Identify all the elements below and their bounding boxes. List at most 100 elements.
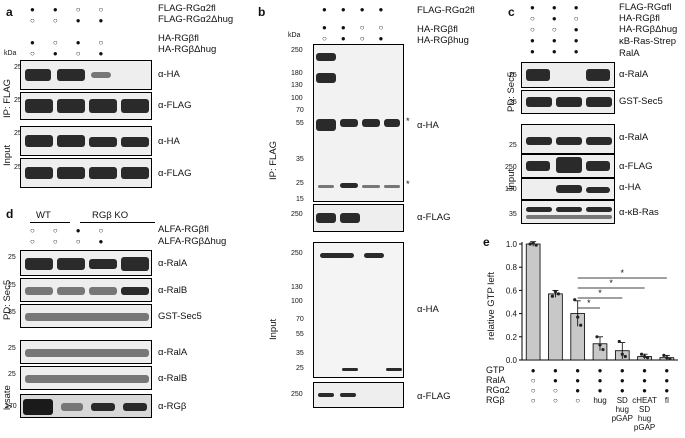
header-label: HA-RGβΔhug	[619, 24, 678, 35]
dot: ○	[98, 38, 104, 47]
condition-cell: ●	[664, 386, 669, 395]
blot-label: α-RalB	[158, 285, 188, 296]
mw-label: 35	[509, 99, 517, 106]
dot: ○	[322, 34, 327, 43]
blot	[20, 250, 152, 276]
significance-mark: *	[587, 298, 591, 308]
mw-label: 170	[5, 403, 17, 410]
data-point	[556, 292, 561, 296]
blot-label: α-RalB	[158, 373, 188, 384]
header-label: ALFA-RGβfl	[158, 224, 209, 235]
blot	[521, 178, 615, 200]
condition-cell: ●	[642, 386, 647, 395]
data-point	[665, 356, 669, 360]
dot: ●	[98, 237, 104, 246]
blot	[20, 60, 152, 90]
blot-label: α-RalA	[619, 132, 649, 143]
section-label: Input	[2, 144, 13, 166]
condition-cell: ●	[553, 376, 558, 385]
dot: ●	[340, 5, 346, 14]
condition-label: GTP	[486, 365, 505, 375]
dot: ●	[551, 3, 557, 12]
y-axis-label: relative GTP left	[486, 272, 497, 340]
panel-c-dots: ● ● ● ○ ● ○ ○ ○ ● ● ● ● ● ● ●	[530, 4, 579, 56]
blot-label: α-κB-Ras	[619, 207, 659, 218]
data-point	[617, 339, 621, 344]
dot: ●	[75, 226, 81, 235]
condition-cell: SD	[639, 405, 650, 414]
blot-label: GST-Sec5	[619, 96, 663, 107]
condition-cell: ●	[598, 386, 603, 395]
mw-label: 250	[14, 164, 26, 171]
blot	[313, 382, 404, 408]
condition-cell: ○	[531, 376, 536, 385]
blot	[521, 124, 615, 154]
mw-label: 25	[8, 254, 16, 261]
mw-label: 250	[291, 391, 303, 398]
condition-cell: ●	[575, 366, 580, 375]
dot: ●	[378, 34, 384, 43]
bar	[525, 243, 541, 361]
blot	[313, 242, 404, 378]
dot: ●	[52, 5, 58, 14]
panel-b-letter: b	[258, 5, 266, 19]
data-point	[620, 352, 624, 356]
condition-cell: ●	[642, 376, 647, 385]
header-label: FLAG-RGα2fl	[417, 5, 475, 16]
dot: ○	[30, 49, 35, 58]
section-label: Input	[268, 318, 279, 340]
dot: ○	[75, 49, 81, 58]
dot: ○	[378, 23, 384, 32]
header-label: FLAG-RGα2Δhug	[158, 14, 234, 25]
condition-cell: ○	[553, 386, 558, 395]
blot-label: α-RalA	[158, 347, 188, 358]
mw-label: 250	[291, 47, 303, 54]
data-point	[534, 243, 538, 247]
data-point	[573, 298, 577, 302]
panel-d-dots: ○ ○ ● ○ ○ ○ ○ ●	[30, 227, 103, 246]
blot	[20, 278, 152, 302]
mw-label: 100	[291, 298, 303, 305]
mw-label: 25	[509, 142, 517, 149]
dot: ●	[52, 49, 58, 58]
blot	[20, 340, 152, 364]
panel-a-dots: ● ● ○ ○ ○ ○ ● ● ● ○ ● ○ ○ ● ○ ●	[30, 6, 150, 58]
mw-label: 130	[291, 284, 303, 291]
blot	[521, 154, 615, 178]
mw-label: 25	[8, 371, 16, 378]
data-point	[579, 323, 583, 327]
dot: ●	[30, 38, 35, 47]
group-label: WT	[36, 210, 51, 221]
data-point	[531, 241, 535, 245]
y-tick-label: 0.2	[506, 333, 518, 342]
dot: ○	[52, 226, 58, 235]
blot-label: α-RalA	[158, 258, 188, 269]
asterisk: *	[406, 179, 410, 190]
header-label: HA-RGβfl	[619, 13, 660, 24]
panel-e-letter: e	[483, 235, 490, 249]
mw-label: 35	[509, 211, 517, 218]
header-label: HA-RGβhug	[417, 35, 469, 46]
blot-label: α-HA	[619, 182, 641, 193]
significance-mark: *	[621, 268, 625, 278]
asterisk: *	[406, 116, 410, 127]
y-tick-label: 0.0	[506, 356, 518, 365]
blot	[20, 158, 152, 188]
condition-cell: ●	[575, 386, 580, 395]
dot: ●	[322, 23, 327, 32]
dot: ●	[98, 49, 104, 58]
dot: ○	[98, 5, 104, 14]
blot	[20, 304, 152, 328]
condition-cell: ○	[531, 386, 536, 395]
mw-label: 250	[14, 130, 26, 137]
condition-cell: hug	[638, 414, 651, 423]
mw-label: 70	[296, 316, 304, 323]
mw-label: 130	[291, 82, 303, 89]
condition-cell: ●	[598, 376, 603, 385]
group-line	[30, 222, 70, 223]
dot: ○	[75, 5, 81, 14]
dot: ●	[573, 36, 579, 45]
y-tick-label: 0.6	[506, 286, 518, 295]
dot: ●	[75, 38, 81, 47]
blot	[20, 92, 152, 120]
